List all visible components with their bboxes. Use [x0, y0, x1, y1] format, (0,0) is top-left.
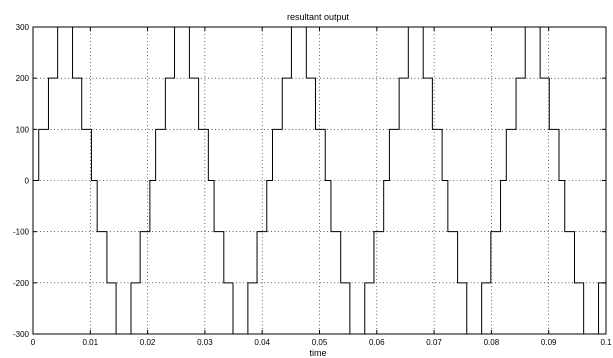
- y-tick-label: 200: [16, 74, 30, 83]
- grid-lines: [33, 27, 606, 334]
- x-tick-label: 0.03: [197, 338, 213, 347]
- x-tick-label: 0.08: [484, 338, 500, 347]
- x-tick-label: 0.02: [140, 338, 156, 347]
- x-tick-label: 0.1: [600, 338, 612, 347]
- y-tick-label: -300: [13, 330, 30, 339]
- series-layer: [33, 26, 607, 335]
- y-tick-label: 300: [16, 23, 30, 32]
- x-tick-label: 0.07: [426, 338, 442, 347]
- y-tick-label: -200: [13, 279, 30, 288]
- x-tick-label: 0.01: [83, 338, 99, 347]
- x-tick-label: 0.06: [369, 338, 385, 347]
- x-tick-label: 0.04: [254, 338, 270, 347]
- y-tick-label: -100: [13, 228, 30, 237]
- chart-title: resultant output: [287, 12, 350, 22]
- series-line-0: [33, 26, 607, 335]
- axis-ticks: 0 0.01 0.02 0.03 0.04 0.05 0.06 0.07 0.08 0.09 0.1…: [13, 23, 612, 347]
- x-tick-label: 0: [31, 338, 36, 347]
- y-tick-label: 0: [25, 177, 30, 186]
- x-axis-label: time: [309, 348, 326, 358]
- x-tick-label: 0.05: [312, 338, 328, 347]
- x-tick-label: 0.09: [541, 338, 557, 347]
- y-tick-label: 100: [16, 125, 30, 134]
